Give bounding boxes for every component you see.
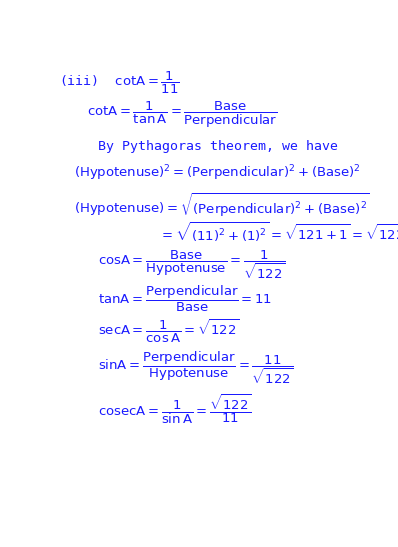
Text: $\mathrm{sec}A=\dfrac{1}{\mathrm{cos}\,A} = \sqrt{122}$: $\mathrm{sec}A=\dfrac{1}{\mathrm{cos}\,A… [98,317,239,345]
Text: (iii)  $\mathrm{cot}A=\dfrac{1}{11}$: (iii) $\mathrm{cot}A=\dfrac{1}{11}$ [59,69,179,96]
Text: $\mathrm{sin}A=\dfrac{\mathrm{Perpendicular}}{\mathrm{Hypotenuse}} = \dfrac{11}{: $\mathrm{sin}A=\dfrac{\mathrm{Perpendicu… [98,349,293,386]
Text: $\mathrm{cosec}A=\dfrac{1}{\mathrm{sin}\,A} = \dfrac{\sqrt{122}}{11}$: $\mathrm{cosec}A=\dfrac{1}{\mathrm{sin}\… [98,392,251,426]
Text: $(\mathrm{Hypotenuse})^2 = (\mathrm{Perpendicular})^2 + (\mathrm{Base})^2$: $(\mathrm{Hypotenuse})^2 = (\mathrm{Perp… [74,163,361,183]
Text: $\mathrm{cot}A=\dfrac{1}{\mathrm{tan}\,A} = \dfrac{\mathrm{Base}}{\mathrm{Perpen: $\mathrm{cot}A=\dfrac{1}{\mathrm{tan}\,A… [87,100,277,130]
Text: $(\mathrm{Hypotenuse}) = \sqrt{(\mathrm{Perpendicular})^2 + (\mathrm{Base})^2}$: $(\mathrm{Hypotenuse}) = \sqrt{(\mathrm{… [74,192,371,219]
Text: $\mathrm{tan}A=\dfrac{\mathrm{Perpendicular}}{\mathrm{Base}} =11$: $\mathrm{tan}A=\dfrac{\mathrm{Perpendicu… [98,283,272,313]
Text: $\mathrm{cos}A=\dfrac{\mathrm{Base}}{\mathrm{Hypotenuse}} = \dfrac{1}{\sqrt{122}: $\mathrm{cos}A=\dfrac{\mathrm{Base}}{\ma… [98,248,285,281]
Text: By Pythagoras theorem, we have: By Pythagoras theorem, we have [98,140,338,153]
Text: $= \sqrt{(11)^2 + (1)^2} = \sqrt{121+1} = \sqrt{122}$: $= \sqrt{(11)^2 + (1)^2} = \sqrt{121+1} … [159,220,398,243]
